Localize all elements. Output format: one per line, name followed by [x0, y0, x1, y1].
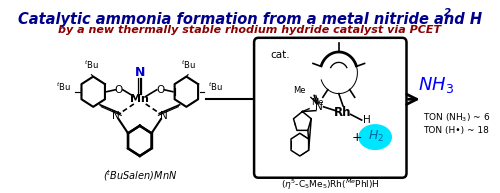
- Text: Me: Me: [311, 98, 324, 107]
- Text: O: O: [114, 85, 122, 95]
- Text: N: N: [160, 111, 168, 121]
- Text: N: N: [134, 66, 145, 79]
- Text: $NH_3$: $NH_3$: [418, 75, 454, 95]
- Text: TON (H•) ~ 18: TON (H•) ~ 18: [424, 126, 490, 135]
- Text: TON (NH$_3$) ~ 6: TON (NH$_3$) ~ 6: [424, 112, 490, 124]
- Text: $H_2$: $H_2$: [368, 129, 384, 144]
- Ellipse shape: [359, 125, 392, 149]
- Text: N: N: [316, 102, 323, 112]
- Text: Mn: Mn: [130, 94, 149, 104]
- Text: O: O: [157, 85, 165, 95]
- Text: H: H: [364, 115, 371, 125]
- Text: ($\eta^5$-C$_5$Me$_5$)Rh($^{Me}$PhI)H: ($\eta^5$-C$_5$Me$_5$)Rh($^{Me}$PhI)H: [281, 178, 380, 192]
- Text: $^t$Bu: $^t$Bu: [180, 58, 196, 71]
- Text: +: +: [351, 131, 362, 144]
- Text: Rh: Rh: [334, 106, 351, 119]
- Text: N: N: [112, 111, 120, 121]
- Text: $^t$Bu: $^t$Bu: [56, 81, 71, 93]
- FancyBboxPatch shape: [254, 38, 406, 178]
- Text: cat.: cat.: [270, 50, 290, 60]
- Text: Me: Me: [293, 85, 306, 95]
- Text: $^t$Bu: $^t$Bu: [84, 58, 99, 71]
- Text: $^t$Bu: $^t$Bu: [208, 81, 224, 93]
- Text: ($^{t}$BuSalen)MnN: ($^{t}$BuSalen)MnN: [102, 168, 177, 183]
- Text: Catalytic ammonia formation from a metal nitride and H: Catalytic ammonia formation from a metal…: [18, 12, 482, 27]
- Text: by a new thermally stable rhodium hydride catalyst via PCET: by a new thermally stable rhodium hydrid…: [58, 25, 442, 35]
- Text: 2: 2: [444, 8, 451, 18]
